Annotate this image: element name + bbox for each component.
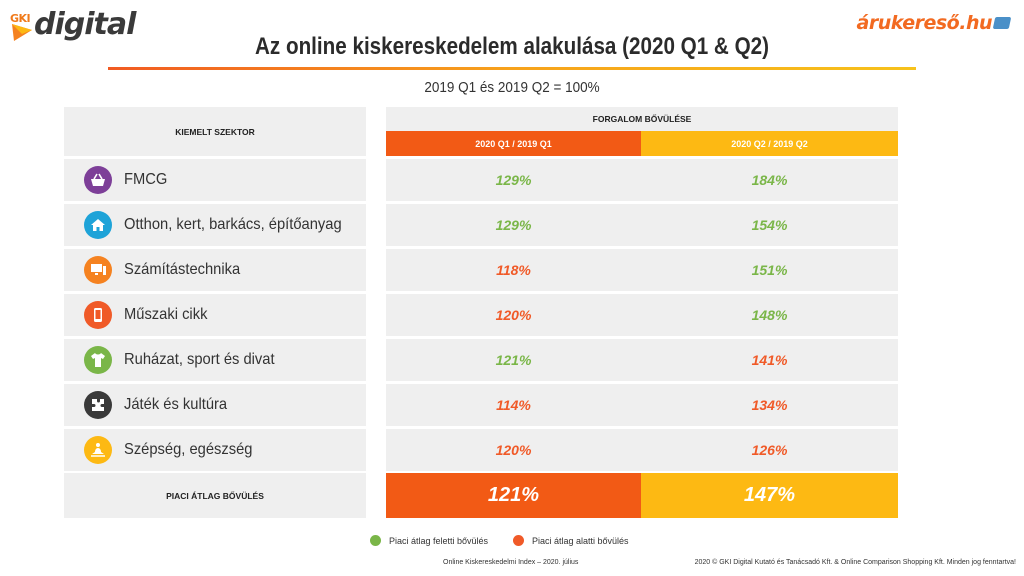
- value-q2: 126%: [751, 442, 788, 458]
- legend-below-label: Piaci átlag alatti bővülés: [532, 535, 629, 546]
- legend-above-dot: [370, 535, 381, 546]
- value-q1: 114%: [496, 397, 531, 413]
- table-row-values: 120% 126%: [386, 429, 898, 471]
- footer-source: Online Kiskereskedelmi Index – 2020. júl…: [443, 559, 579, 566]
- table-row-label: Műszaki cikk: [64, 294, 366, 336]
- table-row-values: 121% 141%: [386, 339, 898, 381]
- sector-label: Ruházat, sport és divat: [124, 351, 275, 368]
- table-row-label: FMCG: [64, 159, 366, 201]
- meditation-icon: [84, 436, 112, 464]
- gki-digital-logo: GKI digital: [10, 6, 136, 44]
- sector-label: Játék és kultúra: [124, 396, 228, 413]
- tshirt-icon: [84, 346, 112, 374]
- column-header-q1: 2020 Q1 / 2019 Q1: [386, 131, 641, 156]
- table-row-label: Otthon, kert, barkács, építőanyag: [64, 204, 366, 246]
- sector-header: KIEMELT SZEKTOR: [64, 107, 366, 156]
- value-q2: 141%: [751, 352, 788, 368]
- page-subtitle: 2019 Q1 és 2019 Q2 = 100%: [424, 79, 600, 96]
- phone-icon: [84, 301, 112, 329]
- sector-label: Szépség, egészség: [124, 441, 253, 458]
- card-icon: [992, 17, 1012, 29]
- digital-wordmark: digital: [34, 7, 136, 42]
- gki-badge-text: GKI: [10, 12, 31, 25]
- sector-label: Műszaki cikk: [124, 306, 208, 323]
- basket-icon: [84, 166, 112, 194]
- legend-below: Piaci átlag alatti bővülés: [513, 535, 629, 546]
- sector-label: Otthon, kert, barkács, építőanyag: [124, 216, 342, 233]
- average-q1: 121%: [386, 473, 641, 518]
- average-q2: 147%: [641, 473, 898, 518]
- gki-arrow-icon: [12, 24, 32, 41]
- value-q2: 154%: [751, 217, 788, 233]
- computer-icon: [84, 256, 112, 284]
- table-row-label: Szépség, egészség: [64, 429, 366, 471]
- footer-copyright: 2020 © GKI Digital Kutató és Tanácsadó K…: [694, 559, 1016, 566]
- value-q1: 129%: [495, 217, 532, 233]
- value-q1: 118%: [496, 262, 531, 278]
- table-row-values: 129% 184%: [386, 159, 898, 201]
- legend-above-label: Piaci átlag feletti bővülés: [389, 535, 489, 546]
- table-row-label: Számítástechnika: [64, 249, 366, 291]
- value-q1: 121%: [495, 352, 532, 368]
- table-row-label: Játék és kultúra: [64, 384, 366, 426]
- growth-header: FORGALOM BŐVÜLÉSE: [386, 107, 898, 131]
- value-q2: 148%: [751, 307, 788, 323]
- value-q2: 184%: [751, 172, 788, 188]
- value-q2: 151%: [751, 262, 788, 278]
- table-row-label: Ruházat, sport és divat: [64, 339, 366, 381]
- sector-label: Számítástechnika: [124, 261, 241, 278]
- page-title: Az online kiskereskedelem alakulása (202…: [255, 33, 769, 60]
- sector-label: FMCG: [124, 171, 168, 188]
- column-header-q2: 2020 Q2 / 2019 Q2: [641, 131, 898, 156]
- title-underline: [108, 67, 916, 70]
- value-q1: 129%: [495, 172, 532, 188]
- average-label: PIACI ÁTLAG BŐVÜLÉS: [64, 473, 366, 518]
- legend-below-dot: [513, 535, 524, 546]
- value-q1: 120%: [495, 442, 532, 458]
- legend-above: Piaci átlag feletti bővülés: [370, 535, 488, 546]
- puzzle-icon: [84, 391, 112, 419]
- value-q1: 120%: [495, 307, 532, 323]
- value-q2: 134%: [751, 397, 788, 413]
- table-row-values: 129% 154%: [386, 204, 898, 246]
- house-garden-icon: [84, 211, 112, 239]
- table-row-values: 120% 148%: [386, 294, 898, 336]
- gki-badge: GKI: [10, 8, 40, 42]
- table-row-values: 114% 134%: [386, 384, 898, 426]
- arukereso-logo: árukereső.hu: [856, 12, 1012, 34]
- arukereso-wordmark: árukereső.hu: [856, 12, 993, 34]
- table-row-values: 118% 151%: [386, 249, 898, 291]
